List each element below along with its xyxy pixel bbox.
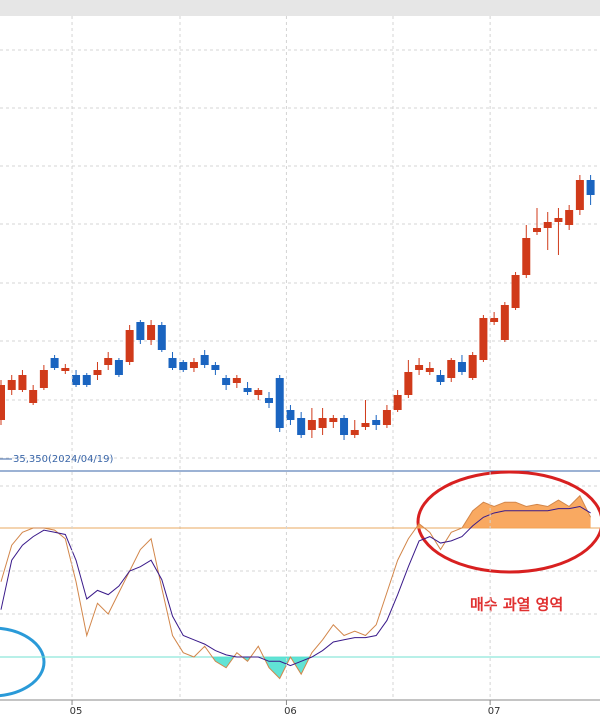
overbought-annotation: 매수 과열 영역 xyxy=(470,596,563,614)
candle-body xyxy=(500,305,509,340)
x-tick-label: 05 xyxy=(70,706,83,717)
candle-body xyxy=(350,430,359,435)
candle-body xyxy=(104,358,113,365)
candle-body xyxy=(200,355,209,365)
candle-body xyxy=(189,362,198,368)
candle-body xyxy=(511,275,520,308)
candle-body xyxy=(275,378,284,428)
candle-body xyxy=(265,398,273,403)
candle-body xyxy=(147,325,156,340)
candle-body xyxy=(479,318,488,360)
candle-body xyxy=(222,378,231,385)
candle-body xyxy=(575,180,584,210)
x-tick-label: 07 xyxy=(488,706,501,717)
candle-body xyxy=(522,238,531,275)
candle-body xyxy=(554,218,563,222)
candle-body xyxy=(114,360,123,375)
candle-body xyxy=(61,368,70,371)
candle-body xyxy=(393,395,402,410)
candle-body xyxy=(232,378,241,383)
candle-body xyxy=(372,420,381,425)
candle-body xyxy=(168,358,177,368)
candle-body xyxy=(136,322,145,340)
candle-body xyxy=(29,390,38,403)
candle-body xyxy=(543,222,552,228)
candle-body xyxy=(39,370,48,388)
candle-body xyxy=(382,410,391,425)
plot: 05 06 07 xyxy=(0,16,600,717)
candle-body xyxy=(318,418,327,428)
candle-body xyxy=(254,390,263,395)
toolbar xyxy=(0,0,600,16)
candle-body xyxy=(533,228,541,232)
grid xyxy=(0,16,600,700)
candle-body xyxy=(50,358,59,368)
candle-body xyxy=(18,375,27,390)
low-annotation: 35,350(2024/04/19) xyxy=(13,454,114,465)
candle-body xyxy=(0,385,5,420)
level-fill xyxy=(1,657,591,679)
candle-body xyxy=(404,372,413,395)
candle-body xyxy=(297,418,306,435)
candle-body xyxy=(415,365,424,370)
candle-body xyxy=(243,388,252,392)
candle-body xyxy=(436,375,445,382)
candle-body xyxy=(125,330,134,362)
candle-body xyxy=(307,420,316,430)
stochastic-line xyxy=(0,494,592,680)
highlight-ellipse xyxy=(416,470,600,574)
candle-body xyxy=(457,362,466,372)
candle-body xyxy=(425,368,434,372)
candle-body xyxy=(340,418,349,435)
x-tick-label: 06 xyxy=(284,706,297,717)
candle-body xyxy=(447,360,456,378)
candle-body xyxy=(72,375,81,385)
candle-body xyxy=(586,180,595,195)
candle-body xyxy=(490,318,499,322)
candle-body xyxy=(211,365,220,370)
candle-body xyxy=(93,370,102,375)
candle-body xyxy=(468,355,477,378)
candle-body xyxy=(329,418,338,422)
level-fill xyxy=(1,495,591,528)
stochastic-line xyxy=(0,505,591,667)
candle-body xyxy=(7,380,16,390)
candle-body xyxy=(361,423,370,427)
candle-body xyxy=(286,410,295,420)
candle-body xyxy=(82,375,91,385)
highlight-ellipse xyxy=(0,626,46,698)
candle-body xyxy=(565,210,574,225)
candle-body xyxy=(157,325,166,350)
candle-body xyxy=(179,362,188,370)
